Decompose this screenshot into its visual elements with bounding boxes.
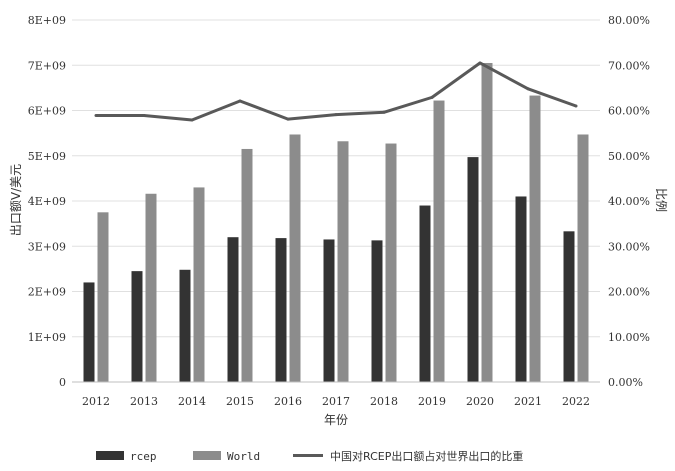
x-tick-label: 2012	[82, 395, 110, 408]
x-tick-label: 2018	[370, 395, 398, 408]
bar-world	[97, 212, 109, 382]
y2-tick-label: 60.00%	[608, 105, 650, 118]
ratio-point	[190, 118, 194, 122]
x-tick-label: 2017	[322, 395, 350, 408]
y2-tick-label: 80.00%	[608, 14, 650, 27]
bar-rcep	[467, 157, 479, 382]
x-tick-label: 2021	[514, 395, 542, 408]
legend-label-rcep: rcep	[130, 450, 157, 463]
y-tick-label: 8E+09	[28, 14, 66, 27]
bar-rcep	[371, 240, 383, 382]
y2-tick-label: 10.00%	[608, 331, 650, 344]
x-tick-label: 2013	[130, 395, 158, 408]
y-tick-label: 5E+09	[28, 150, 66, 163]
y2-tick-label: 70.00%	[608, 59, 650, 72]
legend-swatch-world	[193, 451, 221, 460]
bar-rcep	[275, 238, 287, 382]
bar-rcep	[179, 269, 191, 382]
bar-rcep	[83, 282, 95, 382]
x-tick-label: 2020	[466, 395, 494, 408]
y-tick-label: 4E+09	[28, 195, 66, 208]
bar-rcep	[227, 237, 239, 382]
y2-tick-label: 50.00%	[608, 150, 650, 163]
bar-rcep	[515, 196, 527, 382]
bar-world	[481, 62, 493, 383]
x-tick-label: 2022	[562, 395, 590, 408]
y2-tick-label: 20.00%	[608, 286, 650, 299]
ratio-point	[334, 113, 338, 117]
y2-tick-label: 0.00%	[608, 376, 643, 389]
bar-world	[289, 134, 301, 382]
y-tick-label: 2E+09	[28, 286, 66, 299]
legend-label-world: World	[227, 450, 260, 463]
bar-world	[385, 143, 397, 382]
x-tick-label: 2014	[178, 395, 206, 408]
bar-rcep	[131, 271, 143, 382]
bar-rcep	[323, 239, 335, 382]
bar-world	[577, 134, 589, 382]
x-tick-label: 2015	[226, 395, 254, 408]
ratio-point	[238, 99, 242, 103]
bar-world	[241, 148, 253, 382]
y-tick-label: 1E+09	[28, 331, 66, 344]
bar-rcep	[419, 205, 431, 382]
y-tick-label: 0	[59, 376, 66, 389]
bars	[83, 62, 589, 383]
legend: rcep World 中国对RCEP出口额占对世界出口的比重	[96, 449, 523, 463]
y-tick-label: 6E+09	[28, 105, 66, 118]
ratio-line	[94, 61, 578, 122]
ratio-point	[526, 87, 530, 91]
legend-label-ratio: 中国对RCEP出口额占对世界出口的比重	[330, 449, 523, 463]
right-axis-ticks: 0.00% 10.00% 20.00% 30.00% 40.00% 50.00% 60.00…	[608, 14, 650, 389]
y2-tick-label: 40.00%	[608, 195, 650, 208]
bar-world	[433, 100, 445, 383]
ratio-point	[430, 95, 434, 99]
y-tick-label: 3E+09	[28, 240, 66, 253]
bar-world	[529, 95, 541, 382]
legend-swatch-rcep	[96, 451, 124, 460]
ratio-point	[574, 104, 578, 108]
ratio-point	[286, 117, 290, 121]
bar-world	[337, 141, 349, 382]
x-tick-label: 2019	[418, 395, 446, 408]
ratio-point	[142, 113, 146, 117]
ratio-line-path	[96, 61, 577, 122]
ratio-point	[478, 61, 482, 65]
bar-world	[145, 193, 157, 382]
bar-world	[193, 187, 205, 382]
gridlines	[72, 19, 600, 338]
y-tick-label: 7E+09	[28, 59, 66, 72]
bar-rcep	[563, 231, 575, 382]
y2-axis-title: 比例	[654, 188, 668, 212]
left-axis-ticks: 0 1E+09 2E+09 3E+09 4E+09 5E+09 6E+09 7E+09 8E+0…	[28, 14, 66, 389]
x-axis-title: 年份	[324, 413, 348, 427]
x-axis-ticks: 2012 2013 2014 2015 2016 2017 2018 2019 2020 2021…	[82, 395, 590, 408]
y-axis-title: 出口额V/美元	[9, 164, 23, 236]
y2-tick-label: 30.00%	[608, 240, 650, 253]
ratio-point	[94, 113, 98, 117]
ratio-point	[382, 110, 386, 114]
x-tick-label: 2016	[274, 395, 302, 408]
